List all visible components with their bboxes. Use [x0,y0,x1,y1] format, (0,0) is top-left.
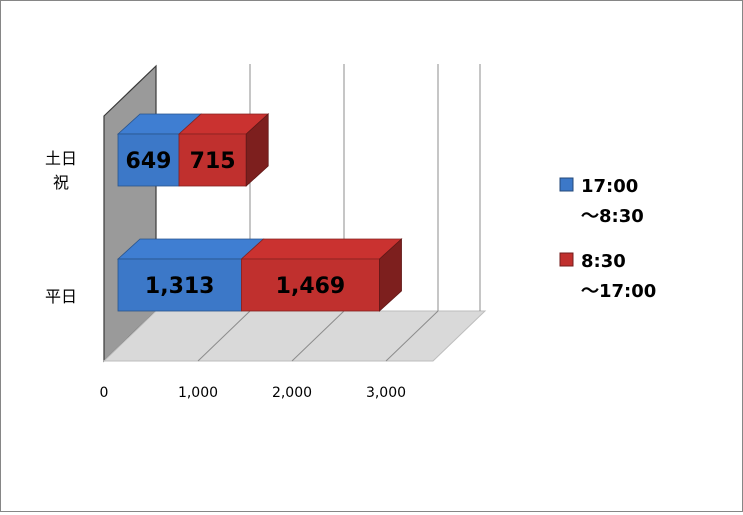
legend-label-line: ～17:00 [581,281,656,302]
x-tick-label: 1,000 [178,385,218,401]
bar-segment [178,133,247,187]
left-wall [103,64,157,363]
legend-swatch [559,177,574,192]
bar-top-face [116,238,265,260]
legend-label: 8:30 ～17:00 [581,251,656,302]
data-label: 649 [126,149,172,174]
legend-swatch [559,252,574,267]
legend-label: 17:00 ～8:30 [581,176,644,227]
data-label: 1,313 [145,274,215,299]
legend-label-line: 8:30 [581,251,626,272]
bar-top-face [240,238,403,260]
chart-walls [102,64,487,363]
legend: 17:00 ～8:30 8:30 ～17:00 [559,176,656,302]
bar-side-face [245,113,269,187]
bar-segment [117,133,180,187]
gridline-floor [197,310,251,362]
bar-segment [241,258,380,312]
legend-label-line: ～8:30 [581,206,644,227]
gridline-floor [385,310,439,362]
x-tick-label: 3,000 [366,385,406,401]
legend-label-line: 17:00 [581,176,638,197]
data-label: 715 [190,149,236,174]
category-label-line: 祝 [53,173,69,192]
category-label: 平日 [45,287,77,306]
category-label-line: 土日 [45,149,77,168]
gridline-floor [291,310,345,362]
bar-segment [117,258,242,312]
category-label-line: 平日 [45,287,77,306]
x-tick-label: 2,000 [272,385,312,401]
data-label: 1,469 [276,274,346,299]
category-label: 土日祝 [45,149,77,192]
bars [116,113,403,312]
x-tick-label: 0 [100,385,109,401]
labels: 0 1,000 2,000 3,000 1,313 1,469 平日 649 715 土日祝 [45,149,406,401]
floor [102,310,487,362]
bar-side-face [379,238,402,312]
